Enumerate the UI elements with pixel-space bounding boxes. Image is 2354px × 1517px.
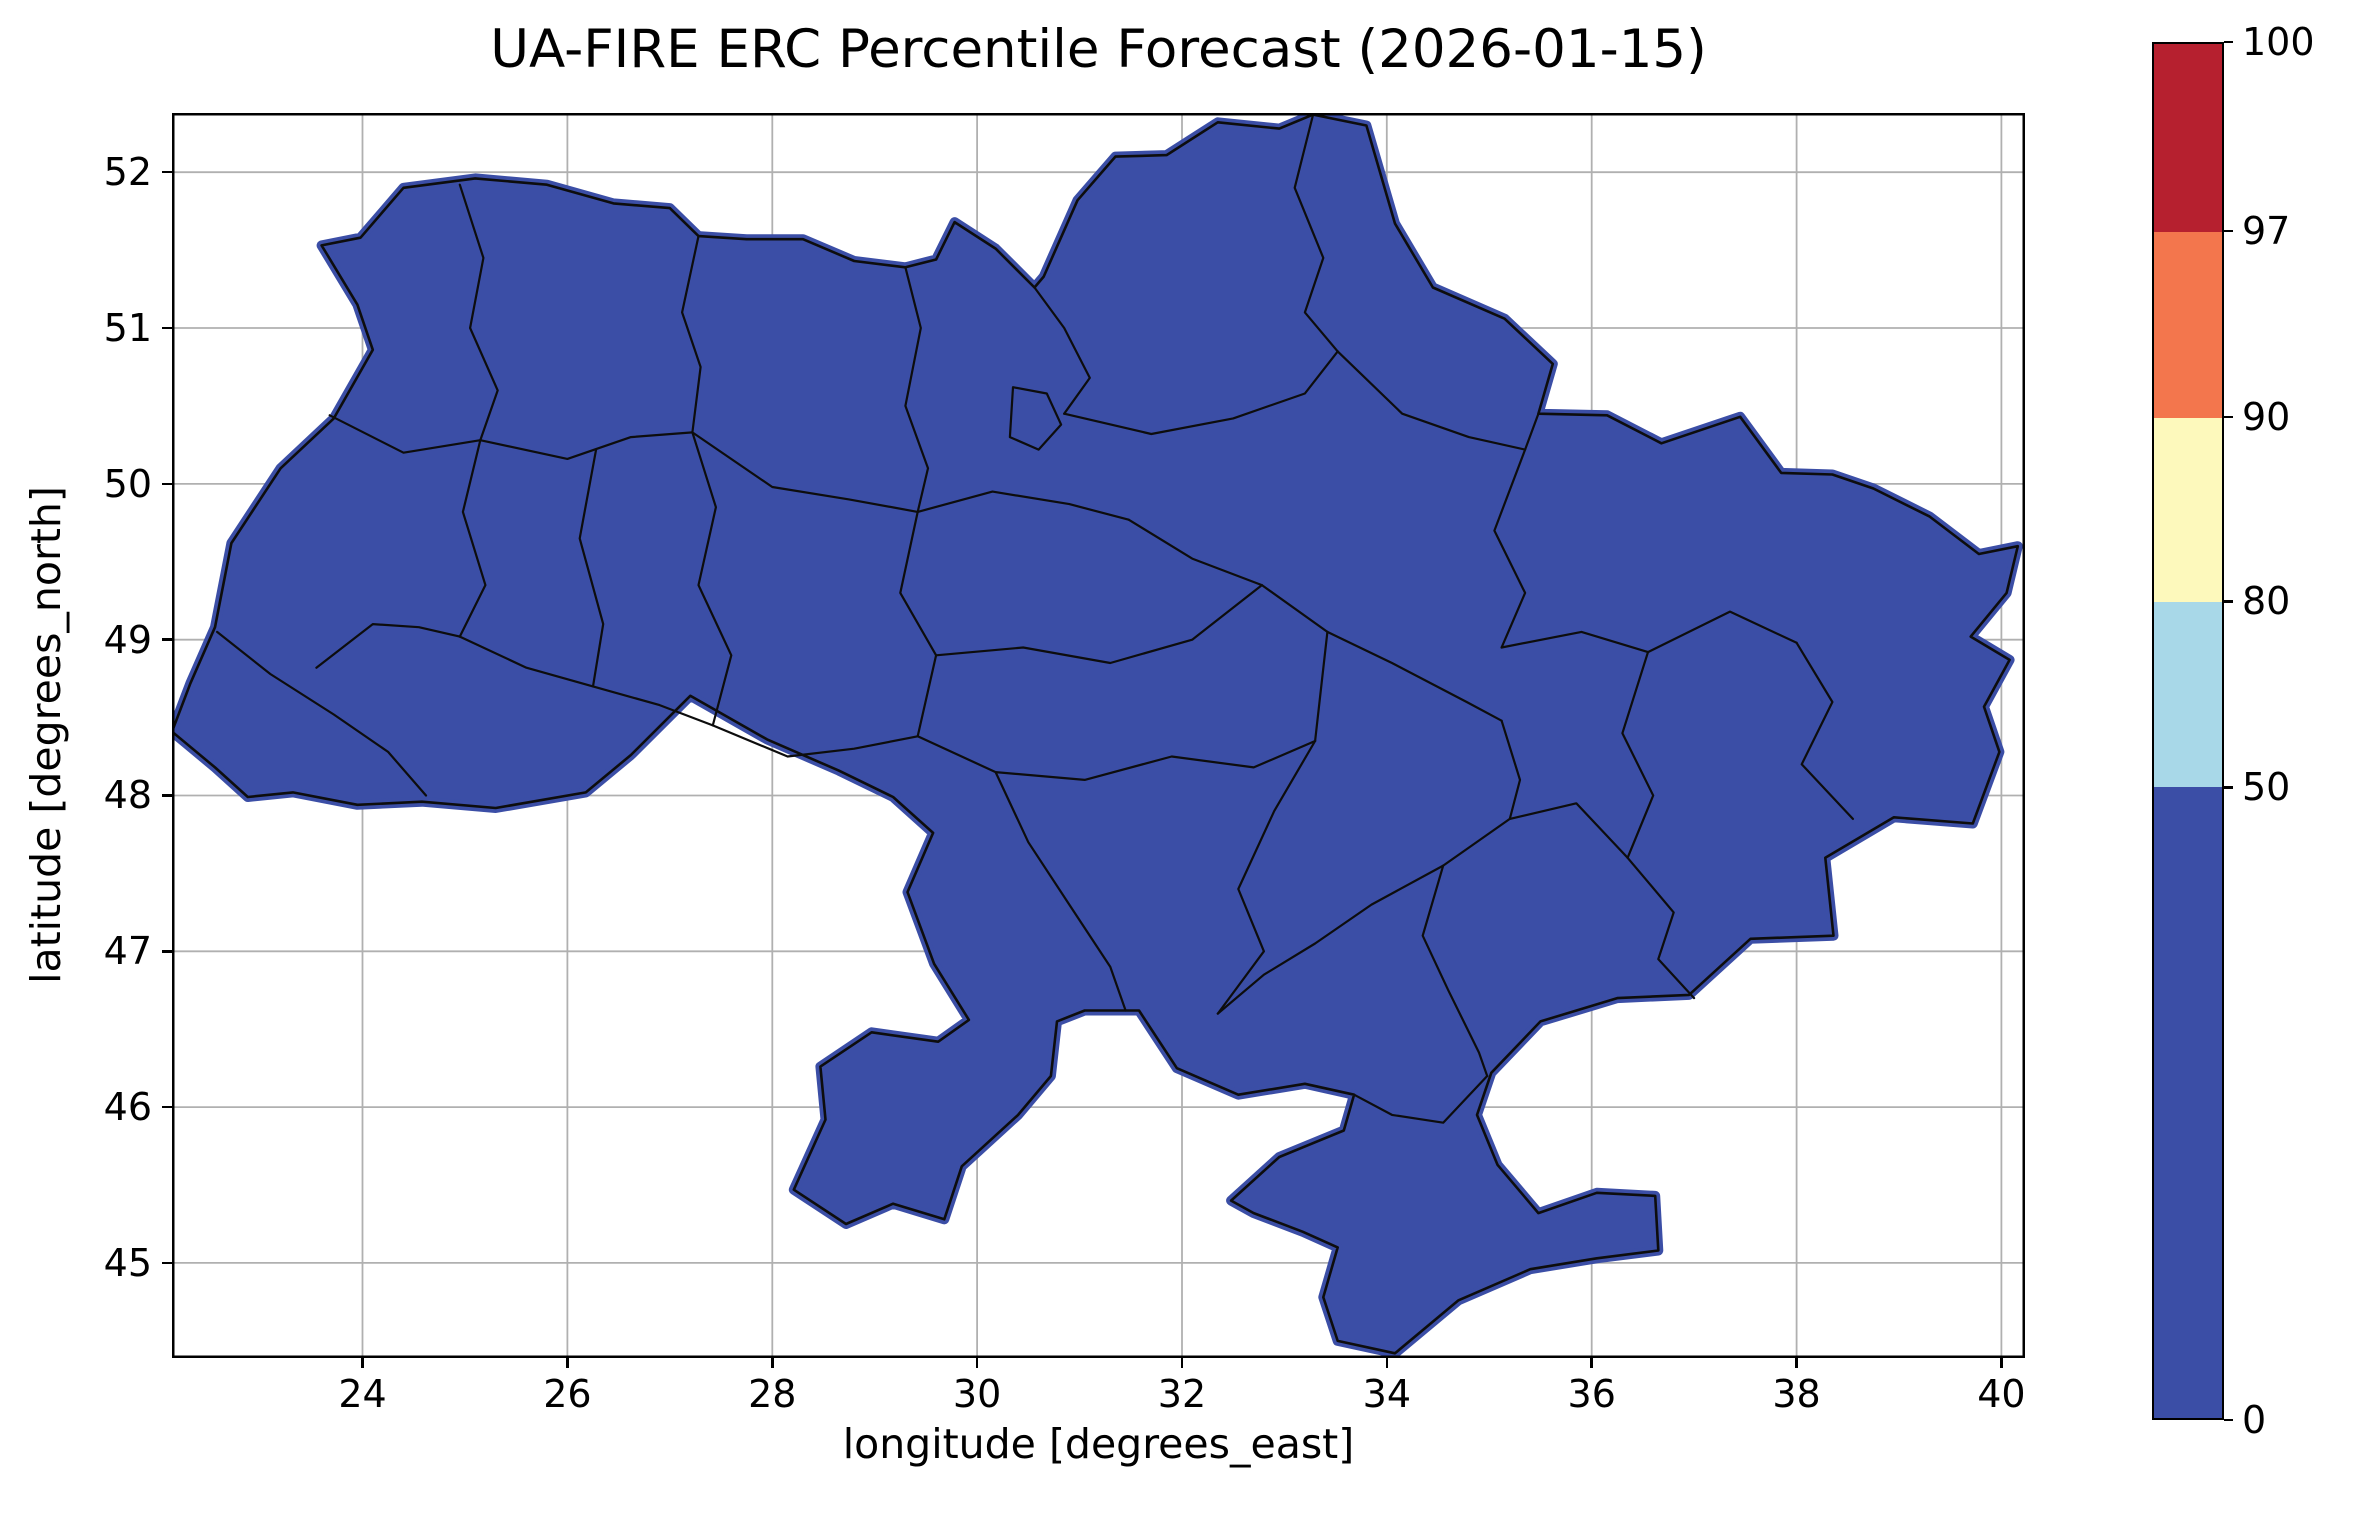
colorbar-segment bbox=[2154, 232, 2222, 418]
y-tick-mark bbox=[162, 638, 172, 641]
ukraine-map-canvas bbox=[172, 113, 2025, 1358]
oblast-boundary bbox=[681, 235, 702, 434]
colorbar-tick-label: 97 bbox=[2242, 208, 2291, 253]
x-tick-label: 32 bbox=[1157, 1372, 1207, 1416]
x-tick-mark bbox=[361, 1358, 364, 1368]
y-tick-mark bbox=[162, 482, 172, 486]
oblast-boundary bbox=[1421, 864, 1489, 1078]
x-tick-mark bbox=[1385, 1358, 1389, 1368]
colorbar-segment bbox=[2154, 417, 2222, 602]
x-tick-label: 38 bbox=[1772, 1372, 1821, 1416]
y-tick-label: 47 bbox=[103, 929, 152, 974]
x-tick-mark bbox=[1795, 1358, 1798, 1368]
colorbar-tick-label: 0 bbox=[2242, 1398, 2267, 1442]
oblast-boundary bbox=[458, 183, 499, 442]
oblast-boundary bbox=[935, 584, 1263, 665]
oblast-boundary bbox=[315, 623, 461, 669]
x-tick-label: 28 bbox=[748, 1372, 797, 1416]
colorbar-tick-mark bbox=[2224, 415, 2233, 419]
oblast-boundary bbox=[1063, 350, 1339, 436]
oblast-boundary bbox=[328, 414, 694, 460]
colorbar-segment bbox=[2154, 601, 2222, 788]
oblast-boundary bbox=[458, 439, 487, 638]
colorbar-tick-mark bbox=[2224, 229, 2233, 233]
colorbar-tick-label: 80 bbox=[2242, 579, 2291, 624]
y-tick-label: 48 bbox=[103, 773, 152, 818]
oblast-boundary bbox=[1216, 719, 1522, 1015]
y-tick-label: 52 bbox=[103, 150, 152, 195]
x-tick-label: 24 bbox=[338, 1372, 387, 1416]
oblast-boundary bbox=[1508, 802, 1629, 859]
colorbar-tick-label: 100 bbox=[2242, 20, 2315, 64]
oblast-boundary bbox=[994, 739, 1317, 781]
x-tick-label: 34 bbox=[1362, 1372, 1412, 1416]
oblast-boundary bbox=[1293, 113, 1339, 353]
x-tick-mark bbox=[1180, 1358, 1184, 1368]
country-outline bbox=[172, 113, 2020, 1355]
y-axis-label: latitude [degrees_north] bbox=[22, 486, 70, 984]
x-tick-mark bbox=[771, 1358, 774, 1368]
colorbar-segment bbox=[2154, 44, 2222, 233]
x-tick-mark bbox=[975, 1358, 979, 1368]
y-tick-mark bbox=[162, 326, 172, 330]
y-tick-label: 51 bbox=[103, 306, 152, 351]
x-tick-label: 36 bbox=[1567, 1372, 1616, 1416]
oblast-boundary bbox=[1336, 350, 1540, 451]
oblast-boundary bbox=[1353, 1074, 1489, 1124]
y-tick-mark bbox=[162, 170, 172, 174]
y-tick-label: 45 bbox=[103, 1240, 152, 1285]
oblast-boundary bbox=[216, 630, 428, 797]
oblast-boundary bbox=[1621, 651, 1655, 859]
colorbar-tick-label: 50 bbox=[2242, 765, 2291, 810]
oblast-boundary bbox=[1033, 286, 1091, 415]
x-tick-mark bbox=[2000, 1358, 2003, 1368]
oblast-boundary bbox=[1216, 739, 1317, 1015]
x-tick-mark bbox=[566, 1358, 569, 1368]
oblast-boundary bbox=[1626, 856, 1696, 1000]
colorbar-tick-mark bbox=[2224, 600, 2233, 603]
x-tick-mark bbox=[1590, 1358, 1593, 1368]
oblast-boundary bbox=[1008, 386, 1063, 451]
y-tick-mark bbox=[162, 1105, 172, 1109]
colorbar-tick-mark bbox=[2224, 40, 2233, 44]
plot-title: UA-FIRE ERC Percentile Forecast (2026-01… bbox=[490, 19, 1707, 80]
x-tick-label: 40 bbox=[1977, 1372, 2026, 1416]
oblast-boundary bbox=[691, 431, 733, 727]
erc-field-fill bbox=[172, 113, 2023, 1358]
oblast-boundary bbox=[916, 735, 1127, 1012]
x-axis-label: longitude [degrees_east] bbox=[842, 1420, 1355, 1468]
oblast-boundary bbox=[691, 431, 919, 513]
y-tick-label: 46 bbox=[103, 1085, 152, 1130]
colorbar bbox=[2152, 42, 2224, 1420]
x-tick-label: 26 bbox=[543, 1372, 592, 1416]
colorbar-segment bbox=[2154, 787, 2222, 1418]
oblast-boundary bbox=[916, 490, 1130, 521]
oblast-boundary bbox=[904, 266, 930, 513]
y-tick-mark bbox=[162, 794, 172, 797]
oblast-boundary bbox=[1493, 448, 1527, 649]
colorbar-tick-label: 90 bbox=[2242, 394, 2291, 439]
x-tick-label: 30 bbox=[952, 1372, 1002, 1416]
colorbar-tick-mark bbox=[2224, 786, 2233, 789]
oblast-boundary bbox=[711, 724, 919, 758]
y-tick-mark bbox=[162, 1261, 172, 1265]
y-tick-label: 49 bbox=[103, 617, 152, 662]
oblast-boundary bbox=[1795, 641, 1854, 820]
colorbar-tick-mark bbox=[2224, 1418, 2233, 1422]
y-tick-label: 50 bbox=[103, 461, 152, 506]
oblast-boundary bbox=[578, 448, 605, 688]
oblast-boundary bbox=[899, 510, 938, 738]
axes-frame bbox=[172, 113, 2025, 1358]
y-tick-mark bbox=[162, 950, 172, 953]
oblast-boundary bbox=[1314, 630, 1329, 743]
